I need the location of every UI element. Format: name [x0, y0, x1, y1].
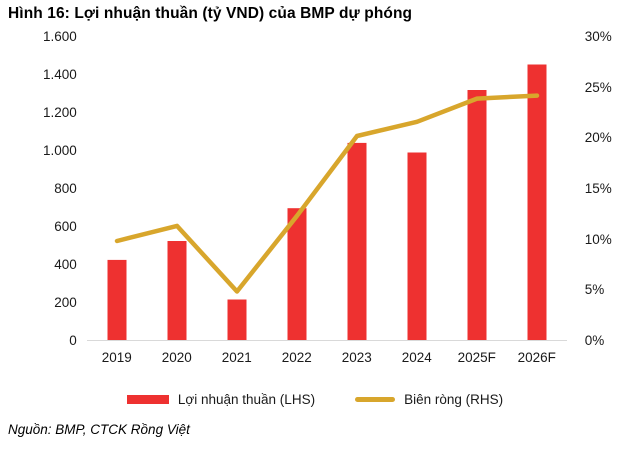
chart-area: 1.600 1.400 1.200 1.000 800 600 400 200 0 2019 20…: [0, 30, 630, 366]
bar-2024: [407, 152, 427, 340]
chart-svg: [107, 64, 547, 340]
y-axis-left-tick: 400: [54, 257, 77, 272]
y-axis-left-tick: 1.200: [42, 105, 77, 120]
margin-line-swatch: [355, 397, 396, 402]
bar-2023: [347, 142, 367, 340]
chart-title: Hình 16: Lợi nhuận thuần (tỷ VND) của BM…: [8, 5, 413, 22]
margin-line: [114, 93, 539, 294]
plot-wrap: 2019 2020 2021 2022 2023 2024 2025F 2026F: [86, 37, 567, 366]
legend-label-net-profit: Lợi nhuận thuần (LHS): [177, 392, 316, 407]
y-axis-left-tick: 800: [54, 181, 77, 196]
y-axis-left-tick: 0: [69, 333, 77, 348]
legend-item-margin: Biên ròng (RHS): [355, 392, 503, 407]
y-axis-right-tick: 10%: [584, 231, 612, 247]
net-profit-bar-swatch: [126, 395, 169, 404]
y-axis-left: 1.600 1.400 1.200 1.000 800 600 400 200 0: [0, 29, 77, 348]
bar-2022: [287, 208, 307, 340]
y-axis-right: 30% 25% 20% 15% 10% 5% 0%: [585, 30, 630, 347]
bar-2026F: [527, 64, 547, 340]
bar-2025F: [467, 90, 487, 340]
y-axis-left-tick: 1.600: [42, 29, 77, 44]
y-axis-left-tick: 600: [54, 219, 77, 234]
y-axis-right-tick: 15%: [584, 180, 612, 196]
y-axis-right-tick: 0%: [584, 332, 605, 348]
y-axis-right-tick: 30%: [584, 29, 612, 44]
x-axis-tick: 2024: [401, 350, 432, 365]
x-axis-tick: 2019: [101, 350, 132, 365]
x-axis: 2019 2020 2021 2022 2023 2024 2025F 2026F: [87, 349, 567, 366]
x-axis-tick: 2020: [161, 350, 192, 365]
y-axis-left-tick: 1.400: [42, 67, 77, 82]
legend: Lợi nhuận thuần (LHS) Biên ròng (RHS): [0, 392, 630, 407]
y-axis-left-tick: 200: [54, 295, 77, 310]
x-axis-tick: 2021: [221, 350, 252, 365]
y-axis-right-tick: 5%: [584, 282, 605, 298]
x-axis-tick: 2022: [281, 350, 312, 365]
bar-2020: [167, 241, 187, 340]
x-axis-tick: 2026F: [517, 350, 556, 365]
x-axis-tick: 2023: [341, 350, 372, 365]
legend-item-net-profit: Lợi nhuận thuần (LHS): [126, 392, 316, 407]
y-axis-right-tick: 25%: [584, 79, 612, 95]
y-axis-right-tick: 20%: [584, 130, 612, 146]
bar-2021: [227, 299, 247, 340]
x-axis-tick: 2025F: [457, 350, 496, 365]
source-note: Nguồn: BMP, CTCK Rồng Việt: [8, 422, 190, 437]
legend-label-margin: Biên ròng (RHS): [404, 392, 504, 407]
plot-area: [86, 37, 567, 341]
bar-2019: [107, 259, 127, 340]
y-axis-left-tick: 1.000: [42, 143, 77, 158]
